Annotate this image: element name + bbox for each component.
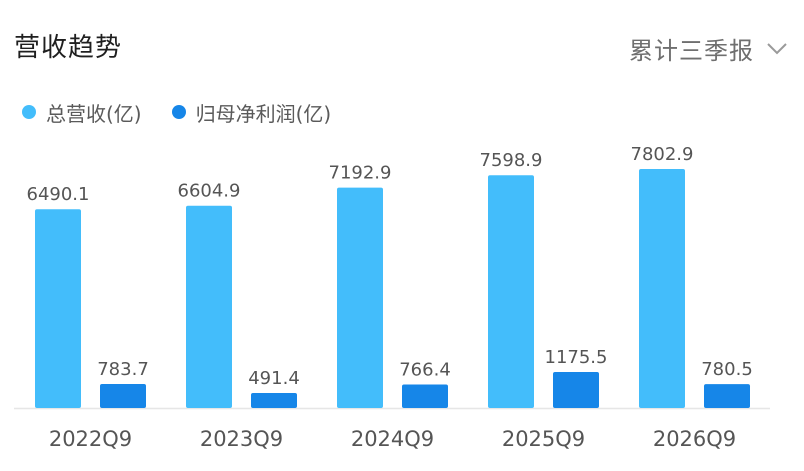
x-tick-label: 2023Q9 xyxy=(200,427,283,451)
x-tick-label: 2026Q9 xyxy=(653,427,736,451)
bar-revenue[interactable] xyxy=(639,169,685,408)
chart-legend: 总营收(亿) 归母净利润(亿) xyxy=(22,96,361,128)
legend-item-revenue[interactable]: 总营收(亿) xyxy=(22,98,142,127)
bar-revenue[interactable] xyxy=(337,187,383,408)
period-selector-label: 累计三季报 xyxy=(629,36,754,65)
legend-dot-net-profit xyxy=(171,105,186,119)
bar-net-profit[interactable] xyxy=(251,392,297,408)
data-label-net-profit: 766.4 xyxy=(399,360,451,381)
data-label-net-profit: 1175.5 xyxy=(545,347,608,368)
chevron-down-icon xyxy=(767,43,787,55)
bar-net-profit[interactable] xyxy=(100,383,146,408)
data-label-net-profit: 780.5 xyxy=(701,359,753,380)
chart-header: 营收趋势 累计三季报 xyxy=(0,0,804,92)
legend-label-revenue: 总营收(亿) xyxy=(46,101,142,126)
data-label-revenue: 6490.1 xyxy=(27,184,90,205)
data-label-revenue: 7802.9 xyxy=(631,144,694,165)
x-tick-label: 2024Q9 xyxy=(351,427,434,451)
legend-item-net-profit[interactable]: 归母净利润(亿) xyxy=(171,98,332,127)
bar-revenue[interactable] xyxy=(186,205,232,408)
data-label-revenue: 6604.9 xyxy=(178,181,241,202)
bar-net-profit[interactable] xyxy=(704,384,750,408)
page-title: 营收趋势 xyxy=(14,33,123,63)
bar-revenue[interactable] xyxy=(488,175,534,408)
legend-label-net-profit: 归母净利润(亿) xyxy=(195,101,332,126)
legend-dot-revenue xyxy=(22,105,36,119)
data-label-revenue: 7598.9 xyxy=(480,150,543,171)
x-tick-label: 2022Q9 xyxy=(49,427,132,451)
data-label-net-profit: 783.7 xyxy=(97,359,149,380)
bar-revenue[interactable] xyxy=(35,209,81,408)
period-selector[interactable]: 累计三季报 xyxy=(629,30,790,66)
data-label-revenue: 7192.9 xyxy=(329,163,392,184)
data-label-net-profit: 491.4 xyxy=(248,368,300,389)
bar-net-profit[interactable] xyxy=(553,371,599,408)
bar-net-profit[interactable] xyxy=(402,384,448,408)
x-tick-label: 2025Q9 xyxy=(502,427,585,451)
